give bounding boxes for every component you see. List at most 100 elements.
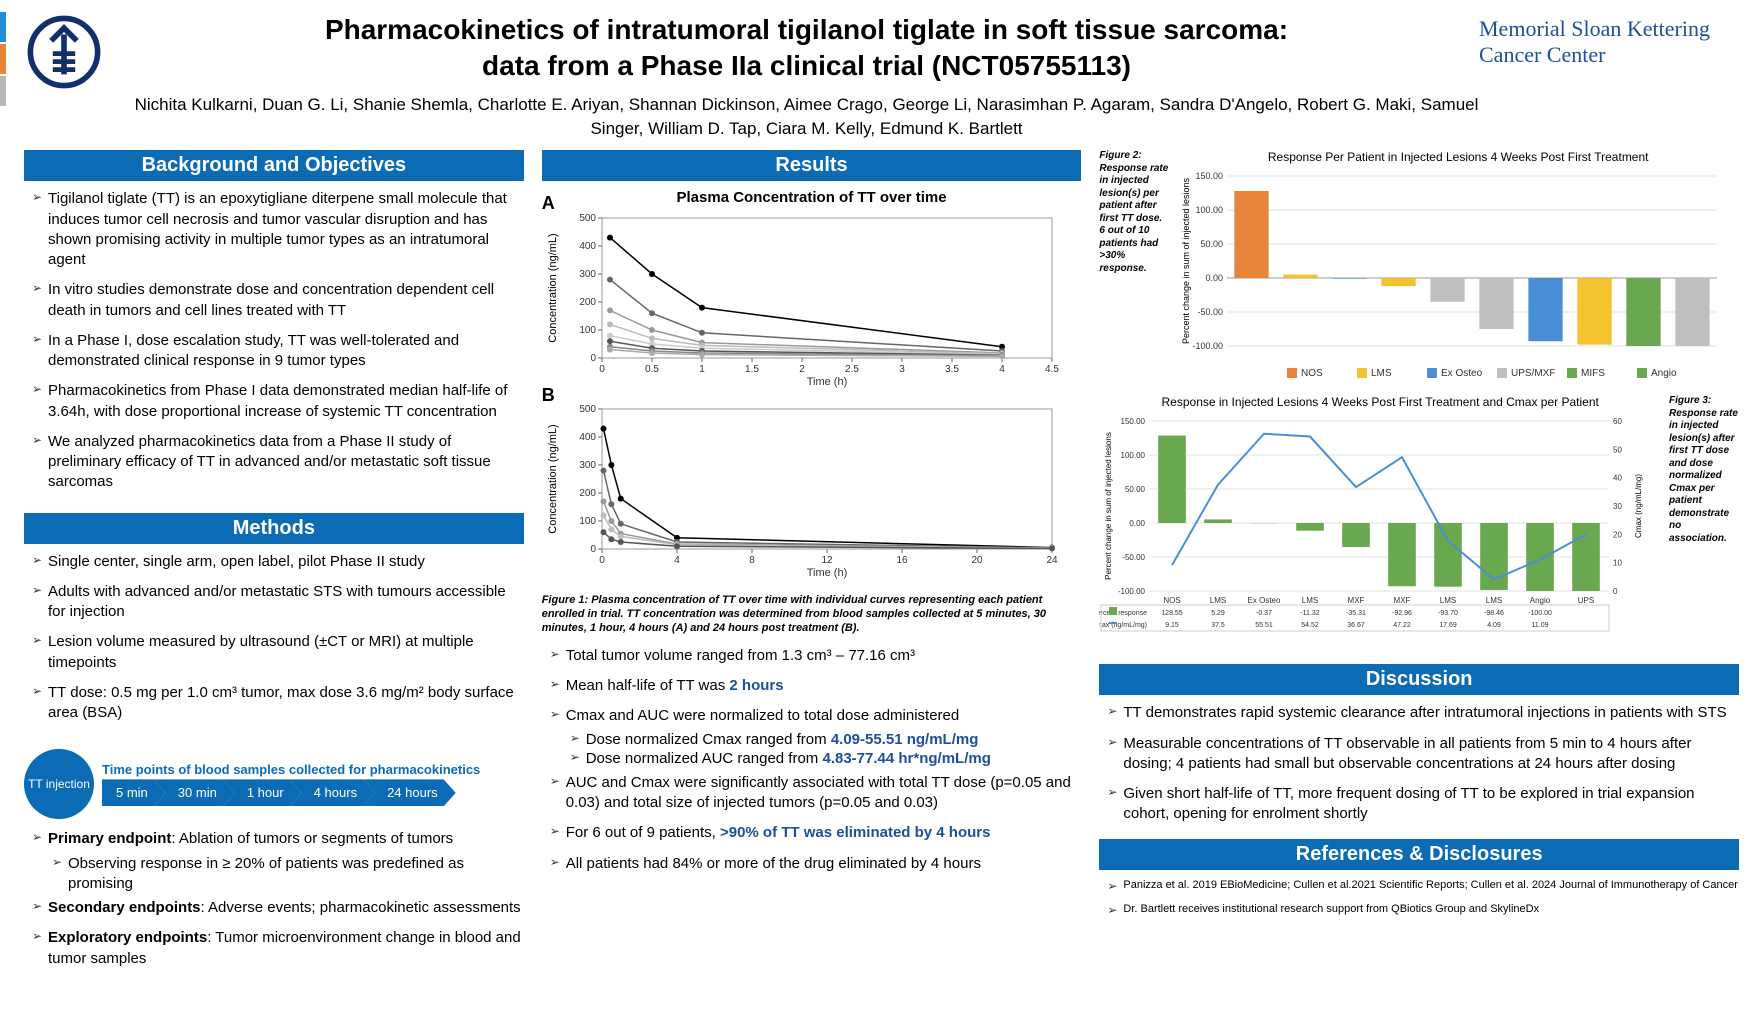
svg-text:0: 0 [590,353,596,364]
svg-text:0: 0 [599,364,605,375]
svg-text:MXF: MXF [1348,596,1365,605]
timepoint-label: Time points of blood samples collected f… [102,762,524,777]
svg-text:3: 3 [899,364,905,375]
svg-text:10: 10 [1613,559,1622,568]
svg-text:20: 20 [971,555,983,566]
svg-text:Percent change in sum of injec: Percent change in sum of injected lesion… [1181,178,1191,345]
svg-text:400: 400 [579,241,596,252]
svg-text:24: 24 [1046,555,1058,566]
fig1-panel-b: 048121620240100200300400500Time (h)Conce… [542,399,1082,579]
svg-text:Angio: Angio [1530,596,1551,605]
section-head-background: Background and Objectives [24,150,524,181]
svg-text:37.5: 37.5 [1212,622,1226,629]
panel-b-label: B [542,385,555,406]
svg-text:30: 30 [1613,502,1622,511]
methods-bullets-top: Single center, single arm, open label, p… [24,552,524,734]
svg-text:4.09: 4.09 [1488,622,1502,629]
fig2-title: Response Per Patient in Injected Lesions… [1177,150,1739,164]
svg-text:300: 300 [579,460,596,471]
title-block: Pharmacokinetics of intratumoral tigilan… [134,12,1479,140]
logo-area [24,12,114,97]
svg-text:100: 100 [579,516,596,527]
svg-text:50.00: 50.00 [1201,239,1224,249]
svg-text:0.00: 0.00 [1130,519,1146,528]
svg-text:1: 1 [699,364,705,375]
svg-text:500: 500 [579,213,596,224]
svg-text:5.29: 5.29 [1212,610,1226,617]
svg-text:LMS: LMS [1210,596,1226,605]
svg-text:16: 16 [896,555,908,566]
svg-text:Cmax (ng/mL/mg): Cmax (ng/mL/mg) [1634,474,1643,538]
svg-text:100: 100 [579,325,596,336]
svg-text:54.52: 54.52 [1302,622,1320,629]
svg-text:400: 400 [579,432,596,443]
discussion-bullets: TT demonstrates rapid systemic clearance… [1099,703,1739,834]
refs-bullets: Panizza et al. 2019 EBioMedicine; Cullen… [1099,878,1739,928]
svg-text:8: 8 [749,555,755,566]
fig1-caption: Figure 1: Plasma concentration of TT ove… [542,594,1082,635]
svg-text:9.15: 9.15 [1166,622,1180,629]
svg-text:-50.00: -50.00 [1198,307,1224,317]
svg-text:Concentration (ng/mL): Concentration (ng/mL) [547,234,559,343]
svg-text:Cmax (ng/mL/mg): Cmax (ng/mL/mg) [1099,622,1147,629]
svg-text:200: 200 [579,297,596,308]
svg-text:2: 2 [799,364,805,375]
svg-text:LMS: LMS [1486,596,1502,605]
fig1-title: Plasma Concentration of TT over time [542,189,1082,206]
svg-text:Percent response: Percent response [1099,610,1147,617]
header: Pharmacokinetics of intratumoral tigilan… [24,12,1739,140]
results-bullets: Total tumor volume ranged from 1.3 cm³ –… [542,646,1082,884]
svg-text:0.00: 0.00 [1206,273,1224,283]
svg-text:-35.31: -35.31 [1346,610,1366,617]
svg-text:Concentration (ng/mL): Concentration (ng/mL) [547,425,559,534]
msk-circle-logo [24,12,104,92]
section-head-methods: Methods [24,513,524,544]
svg-text:0.5: 0.5 [645,364,659,375]
svg-text:11.09: 11.09 [1532,622,1549,629]
svg-text:UPS: UPS [1578,596,1594,605]
svg-text:12: 12 [821,555,833,566]
svg-text:150.00: 150.00 [1121,417,1146,426]
svg-text:4: 4 [674,555,680,566]
svg-text:MXF: MXF [1394,596,1411,605]
svg-text:LMS: LMS [1302,596,1318,605]
svg-text:Time (h): Time (h) [806,376,847,388]
svg-text:-100.00: -100.00 [1193,341,1224,351]
msk-text-logo: Memorial Sloan Kettering Cancer Center [1479,12,1739,69]
svg-text:150.00: 150.00 [1196,171,1224,181]
section-head-refs: References & Disclosures [1099,839,1739,870]
svg-text:55.51: 55.51 [1256,622,1274,629]
svg-text:-93.70: -93.70 [1438,610,1458,617]
background-bullets: Tigilanol tiglate (TT) is an epoxytiglia… [24,189,524,502]
svg-text:-50.00: -50.00 [1123,553,1146,562]
svg-text:2.5: 2.5 [845,364,859,375]
svg-text:NOS: NOS [1164,596,1181,605]
svg-text:100.00: 100.00 [1121,451,1146,460]
svg-text:60: 60 [1613,417,1622,426]
svg-text:50: 50 [1613,446,1622,455]
svg-text:-11.32: -11.32 [1301,610,1320,617]
section-head-discussion: Discussion [1099,664,1739,695]
panel-a-label: A [542,193,555,214]
svg-text:0: 0 [1613,587,1618,596]
fig2-caption: Figure 2: Response rate in injected lesi… [1099,150,1169,391]
svg-text:1.5: 1.5 [745,364,759,375]
svg-text:0: 0 [590,544,596,555]
svg-text:LMS: LMS [1371,368,1392,379]
svg-text:47.22: 47.22 [1394,622,1412,629]
svg-text:Time (h): Time (h) [806,567,847,579]
svg-text:MIFS: MIFS [1581,368,1605,379]
svg-text:Ex Osteo: Ex Osteo [1441,368,1483,379]
fig1-panel-a: 00.511.522.533.544.50100200300400500Time… [542,208,1082,388]
svg-text:500: 500 [579,404,596,415]
svg-text:Angio: Angio [1651,368,1677,379]
fig3-caption: Figure 3: Response rate in injected lesi… [1669,395,1739,656]
svg-text:-98.46: -98.46 [1484,610,1504,617]
svg-text:-100.00: -100.00 [1118,587,1146,596]
svg-text:200: 200 [579,488,596,499]
svg-text:-100.00: -100.00 [1529,610,1553,617]
section-head-results: Results [542,150,1082,181]
svg-text:300: 300 [579,269,596,280]
svg-text:20: 20 [1613,531,1622,540]
fig3-title: Response in Injected Lesions 4 Weeks Pos… [1099,395,1661,409]
